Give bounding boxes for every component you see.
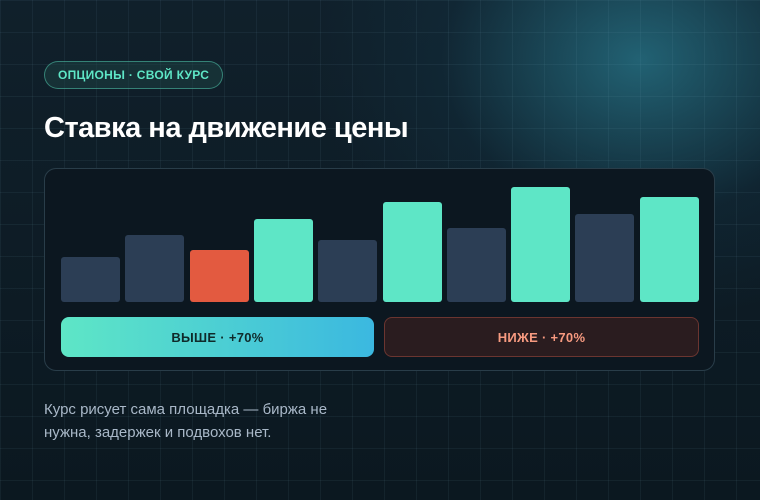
description: Курс рисует сама площадка — биржа не нуж… — [44, 398, 327, 444]
bar — [318, 240, 377, 302]
bar — [575, 214, 634, 302]
bar — [190, 250, 249, 302]
title: Ставка на движение цены — [44, 112, 409, 144]
bar — [254, 219, 313, 302]
description-line: Курс рисует сама площадка — биржа не — [44, 401, 328, 418]
chart-card: ВЫШЕ · +70% НИЖЕ · +70% — [44, 168, 715, 371]
bar — [511, 187, 570, 302]
bar — [61, 257, 120, 302]
badge: ОПЦИОНЫ · СВОЙ КУРС — [44, 61, 224, 89]
bar — [383, 202, 442, 302]
description-line: нужна, задержек и подвохов нет. — [44, 424, 272, 441]
down-button[interactable]: НИЖЕ · +70% — [384, 317, 699, 357]
bar — [125, 235, 184, 302]
bar — [640, 197, 699, 302]
bar — [447, 228, 506, 302]
up-button[interactable]: ВЫШЕ · +70% — [61, 317, 374, 357]
